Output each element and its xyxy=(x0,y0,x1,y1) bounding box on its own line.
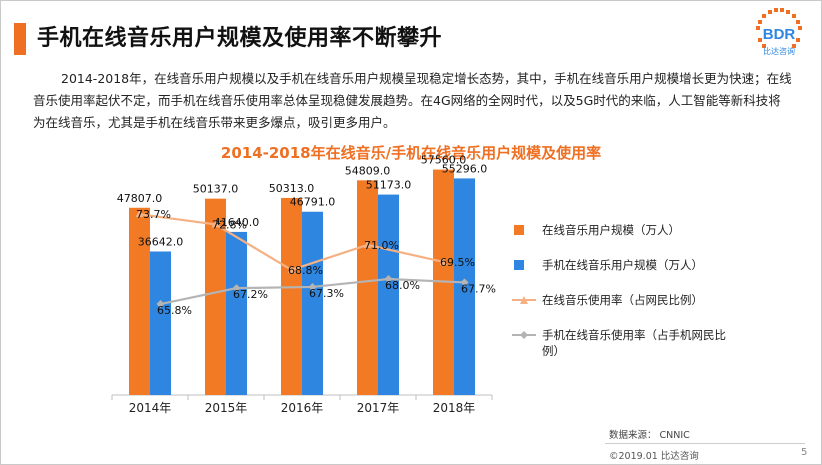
line-point-mobile-rate xyxy=(156,300,165,309)
chart-title: 2014-2018年在线音乐/手机在线音乐用户规模及使用率 xyxy=(220,144,602,162)
page-title: 手机在线音乐用户规模及使用率不断攀升 xyxy=(37,26,443,51)
line-value-label: 72.8% xyxy=(212,218,247,231)
bar-mobile-users xyxy=(226,231,247,395)
line-point-online-rate xyxy=(287,265,296,273)
bar-online-users xyxy=(205,198,226,395)
line-point-mobile-rate xyxy=(308,282,317,291)
bar-value-label: 51173.0 xyxy=(366,179,412,192)
legend-swatch-blue xyxy=(514,260,524,270)
bar-value-label: 57560.0 xyxy=(421,154,467,167)
bar-value-label: 36642.0 xyxy=(138,235,184,248)
title-accent-bar xyxy=(14,23,26,55)
x-tick-label: 2016年 xyxy=(281,401,324,415)
legend-label: 手机在线音乐使用率（占手机网民比例） xyxy=(542,328,726,358)
x-tick-label: 2015年 xyxy=(205,401,248,415)
logo-text: BDR xyxy=(763,26,796,43)
legend-swatch-orange xyxy=(514,225,524,235)
line-point-online-rate xyxy=(211,220,220,228)
line-point-mobile-rate xyxy=(384,275,393,283)
legend-label: 在线音乐使用率（占网民比例） xyxy=(542,293,703,307)
x-tick-label: 2014年 xyxy=(129,401,172,415)
bar-value-label: 55296.0 xyxy=(442,162,488,175)
diamond-marker-icon xyxy=(520,331,528,339)
bar-online-users xyxy=(281,197,302,395)
page-number: 5 xyxy=(801,447,808,458)
bar-mobile-users xyxy=(454,178,475,395)
line-point-online-rate xyxy=(439,257,448,265)
line-value-label: 65.8% xyxy=(157,304,192,317)
bar-value-label: 47807.0 xyxy=(117,192,163,205)
line-value-label: 67.2% xyxy=(233,288,268,301)
bar-value-label: 50313.0 xyxy=(269,182,315,195)
bar-mobile-users xyxy=(378,194,399,395)
chart-legend: 在线音乐用户规模（万人） 手机在线音乐用户规模（万人） 在线音乐使用率（占网民比… xyxy=(512,222,742,378)
line-point-mobile-rate xyxy=(460,278,469,287)
legend-item-mobile-rate: 手机在线音乐使用率（占手机网民比例） xyxy=(512,327,732,359)
line-value-label: 73.7% xyxy=(136,208,171,221)
legend-item-online-rate: 在线音乐使用率（占网民比例） xyxy=(512,292,742,308)
line-value-label: 71.0% xyxy=(364,239,399,252)
footer-divider xyxy=(605,443,805,444)
line-value-label: 67.7% xyxy=(461,282,496,295)
bar-mobile-users xyxy=(150,251,171,395)
legend-item-online-users: 在线音乐用户规模（万人） xyxy=(512,222,742,238)
line-point-online-rate xyxy=(363,240,372,248)
copyright: ©2019.01 比达咨询 xyxy=(609,451,699,462)
bar-online-users xyxy=(129,207,150,395)
logo-subtext: 比达咨询 xyxy=(763,46,795,56)
line-value-label: 69.5% xyxy=(440,256,475,269)
bar-value-label: 54809.0 xyxy=(345,164,391,177)
bar-value-label: 50137.0 xyxy=(193,183,239,196)
line-value-label: 67.3% xyxy=(309,287,344,300)
x-tick-label: 2017年 xyxy=(357,401,400,415)
bar-mobile-users xyxy=(302,211,323,395)
legend-label: 手机在线音乐用户规模（万人） xyxy=(542,258,703,272)
bar-value-label: 46791.0 xyxy=(290,196,336,209)
legend-label: 在线音乐用户规模（万人） xyxy=(542,223,680,237)
data-source: 数据来源： CNNIC xyxy=(609,430,690,441)
line-value-label: 68.8% xyxy=(288,264,323,277)
bar-online-users xyxy=(357,180,378,395)
bdr-logo: BDR 比达咨询 xyxy=(748,6,812,62)
intro-paragraph: 2014-2018年，在线音乐用户规模以及手机在线音乐用户规模呈现稳定增长态势，… xyxy=(33,71,792,130)
bdr-logo-icon: BDR 比达咨询 xyxy=(756,8,802,56)
triangle-marker-icon xyxy=(520,296,528,304)
bar-value-label: 41640.0 xyxy=(214,216,260,229)
legend-item-mobile-users: 手机在线音乐用户规模（万人） xyxy=(512,257,742,273)
line-point-online-rate xyxy=(135,210,144,218)
line-value-label: 68.0% xyxy=(385,279,420,292)
line-point-mobile-rate xyxy=(232,284,241,293)
x-tick-label: 2018年 xyxy=(433,401,476,415)
